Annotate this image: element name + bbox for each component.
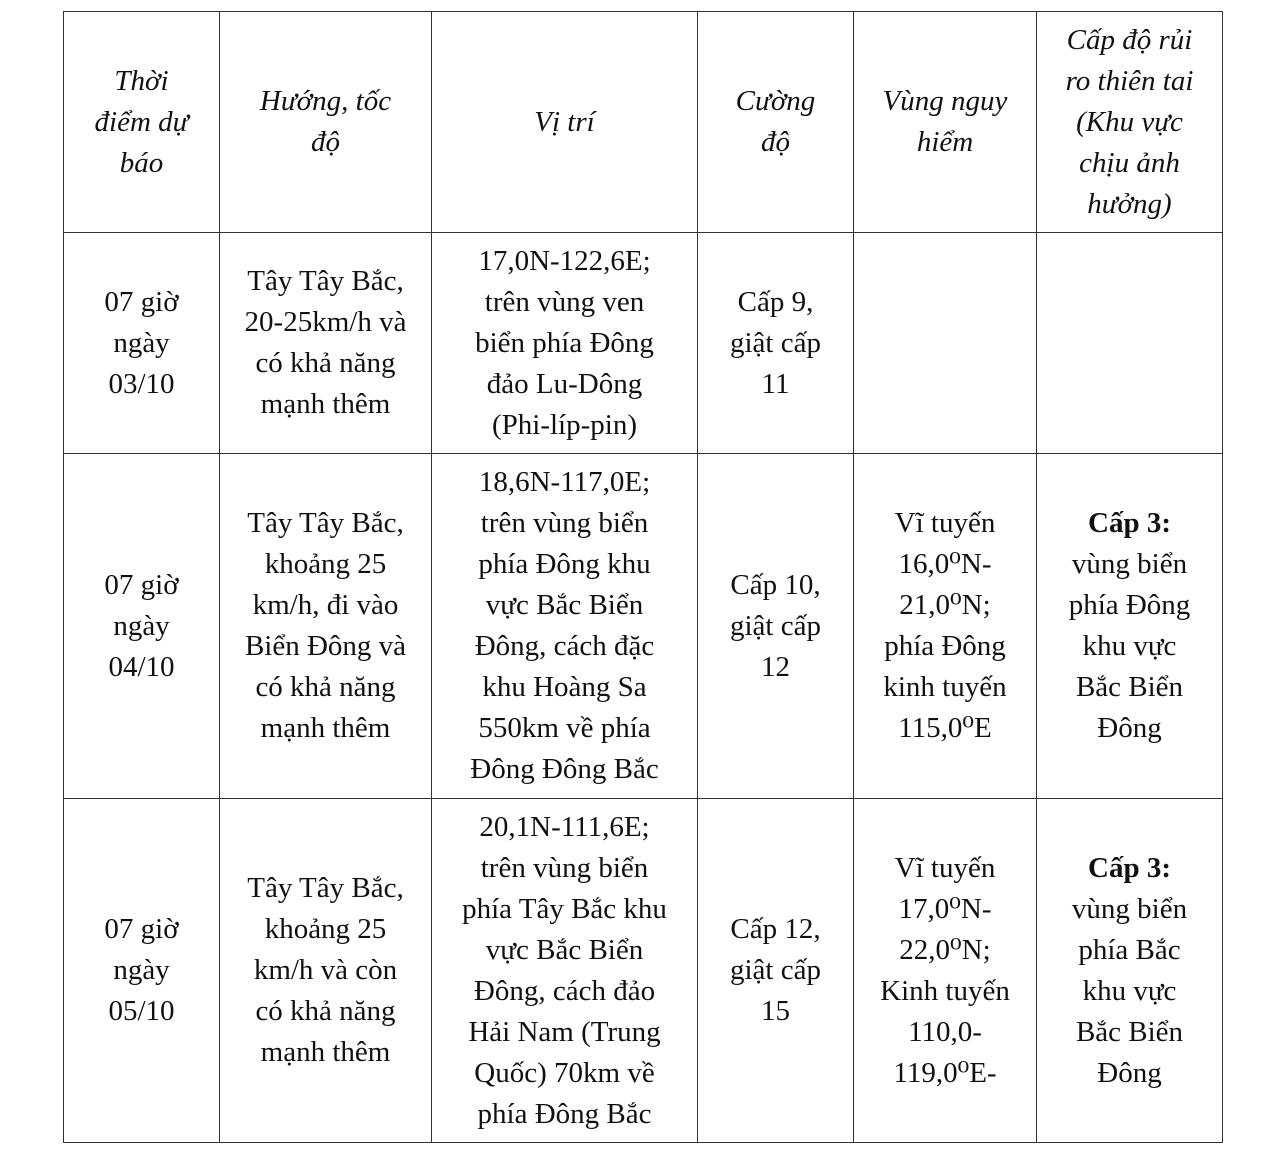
cell-intensity: Cấp 10, giật cấp 12 <box>697 453 854 799</box>
table-row: 07 giờ ngày 05/10 Tây Tây Bắc, khoảng 25… <box>63 798 1223 1143</box>
cell-danger-zone <box>853 232 1037 454</box>
cell-risk-level: Cấp 3: vùng biển phía Đông khu vực Bắc B… <box>1036 453 1223 799</box>
risk-label: Cấp 3: <box>1088 851 1171 884</box>
risk-text: vùng biển phía Bắc khu vực Bắc Biển Đông <box>1071 892 1188 1089</box>
risk-text: vùng biển phía Đông khu vực Bắc Biển Đôn… <box>1068 548 1191 744</box>
cell-direction: Tây Tây Bắc, khoảng 25 km/h và còn có kh… <box>219 798 432 1143</box>
header-direction: Hướng, tốc độ <box>219 11 432 233</box>
table-header-row: Thời điểm dự báo Hướng, tốc độ Vị trí Cư… <box>63 11 1223 233</box>
header-risk-level: Cấp độ rủi ro thiên tai (Khu vực chịu ản… <box>1036 11 1223 233</box>
cell-danger-zone: Vĩ tuyến 16,0⁰N- 21,0⁰N; phía Đông kinh … <box>853 453 1037 799</box>
cell-position: 17,0N-122,6E; trên vùng ven biển phía Đô… <box>431 232 698 454</box>
header-danger-zone: Vùng nguy hiểm <box>853 11 1037 233</box>
cell-direction: Tây Tây Bắc, 20-25km/h và có khả năng mạ… <box>219 232 432 454</box>
cell-position: 20,1N-111,6E; trên vùng biển phía Tây Bắ… <box>431 798 698 1143</box>
table-row: 07 giờ ngày 03/10 Tây Tây Bắc, 20-25km/h… <box>63 232 1223 454</box>
cell-intensity: Cấp 12, giật cấp 15 <box>697 798 854 1143</box>
cell-time: 07 giờ ngày 03/10 <box>63 232 220 454</box>
cell-risk-level <box>1036 232 1223 454</box>
table-row: 07 giờ ngày 04/10 Tây Tây Bắc, khoảng 25… <box>63 453 1223 799</box>
header-time: Thời điểm dự báo <box>63 11 220 233</box>
forecast-table: Thời điểm dự báo Hướng, tốc độ Vị trí Cư… <box>63 11 1223 1143</box>
risk-label: Cấp 3: <box>1088 507 1171 539</box>
header-position: Vị trí <box>431 11 698 233</box>
cell-intensity: Cấp 9, giật cấp 11 <box>697 232 854 454</box>
header-intensity: Cường độ <box>697 11 854 233</box>
cell-risk-level: Cấp 3: vùng biển phía Bắc khu vực Bắc Bi… <box>1036 798 1223 1143</box>
cell-position: 18,6N-117,0E; trên vùng biển phía Đông k… <box>431 453 698 799</box>
cell-direction: Tây Tây Bắc, khoảng 25 km/h, đi vào Biển… <box>219 453 432 799</box>
cell-danger-zone: Vĩ tuyến 17,0⁰N- 22,0⁰N; Kinh tuyến 110,… <box>853 798 1037 1143</box>
cell-time: 07 giờ ngày 05/10 <box>63 798 220 1143</box>
cell-time: 07 giờ ngày 04/10 <box>63 453 220 799</box>
